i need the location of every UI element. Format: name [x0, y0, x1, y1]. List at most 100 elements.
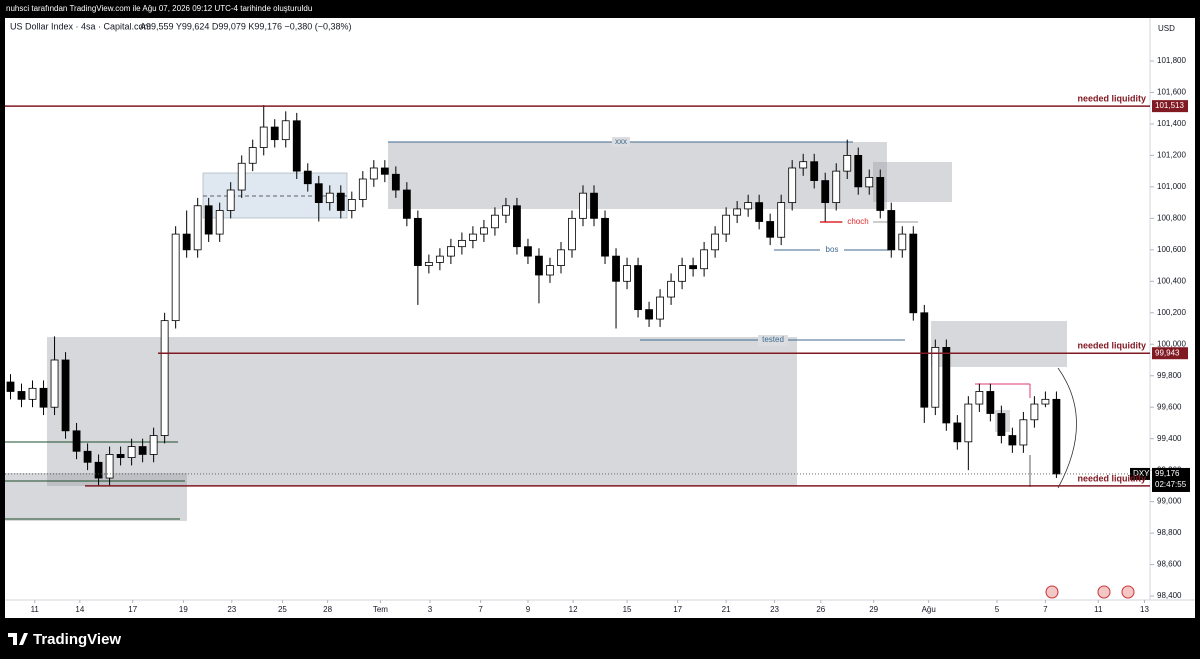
candle-body: [854, 154, 863, 188]
candle-body: [325, 192, 334, 204]
candle-body: [380, 167, 389, 175]
candle-body: [568, 217, 576, 251]
x-tick-label: Ağu: [922, 605, 936, 614]
zone: [202, 172, 348, 219]
candle-body: [292, 120, 301, 172]
candle-body: [986, 391, 995, 414]
candle-body: [920, 312, 929, 408]
x-tick-label: 28: [323, 605, 332, 614]
level-tag-label: 99,943: [1155, 348, 1180, 357]
candle-body: [171, 233, 180, 322]
level-text: needed liquidity: [1077, 341, 1146, 351]
label-bg: [612, 137, 630, 147]
candle-body: [270, 126, 279, 141]
candle-body: [876, 177, 885, 211]
x-tick-label: 15: [623, 605, 632, 614]
candle-body: [975, 391, 984, 405]
price-tag: [1152, 467, 1190, 492]
x-tick-label: 3: [428, 605, 433, 614]
candle-body: [832, 170, 841, 204]
candle-body: [457, 239, 466, 248]
candle-body: [953, 422, 962, 443]
candle-body: [105, 454, 114, 479]
x-tick-label: 11: [1094, 605, 1103, 614]
level-tag-label: 101,513: [1155, 101, 1184, 110]
candle-body: [336, 192, 345, 211]
chart-title: US Dollar Index · 4sa · Capital.com: [10, 21, 151, 31]
y-tick-label: 99,800: [1157, 371, 1182, 380]
x-tick-label: 23: [770, 605, 779, 614]
candle-body: [711, 233, 720, 251]
candle-body: [546, 265, 554, 276]
candle-body: [138, 446, 147, 455]
y-tick-label: 100,000: [1157, 339, 1186, 348]
x-tick-label: 23: [227, 605, 236, 614]
candle-body: [524, 246, 532, 257]
annotation: bos: [826, 245, 839, 254]
candle-body: [226, 189, 235, 211]
candle-body: [303, 170, 312, 185]
candle-body: [964, 403, 973, 443]
candle-body: [127, 446, 136, 458]
candle-body: [513, 205, 521, 248]
y-tick-label: 101,800: [1157, 56, 1186, 65]
events: [1045, 585, 1135, 599]
x-tick-label: 21: [722, 605, 731, 614]
label-bg: [758, 335, 788, 346]
candle-body: [590, 192, 598, 219]
candle-body: [83, 450, 92, 463]
price-tag-label: 99,176: [1155, 469, 1180, 478]
candle-body: [744, 202, 753, 210]
candle-body: [557, 249, 565, 266]
y-tick-label: 99,000: [1157, 497, 1182, 506]
candle-body: [645, 309, 653, 320]
candle-body: [700, 249, 709, 270]
candle-body: [116, 454, 125, 458]
zone: [5, 473, 187, 521]
candle-body: [535, 255, 543, 276]
label-bg: [843, 217, 873, 228]
candle-body: [843, 154, 852, 172]
candle-body: [424, 262, 433, 266]
level-text: needed liquidity: [1077, 94, 1146, 104]
x-tick-label: 5: [995, 605, 1000, 614]
candle-body: [391, 173, 400, 191]
zone: [47, 337, 797, 486]
event-icon: [1045, 585, 1059, 599]
y-tick-label: 98,400: [1157, 591, 1182, 600]
candle-body: [1052, 398, 1061, 475]
candle-body: [579, 192, 587, 219]
chart-area: [5, 18, 1195, 618]
y-tick-label: 98,800: [1157, 528, 1182, 537]
x-tick-label: 9: [526, 605, 531, 614]
candle-body: [678, 265, 686, 282]
candle-body: [94, 461, 103, 479]
candle-body: [1019, 419, 1028, 446]
zone: [931, 321, 1067, 367]
candle-body: [358, 178, 367, 200]
candle-body: [149, 435, 158, 455]
candle-body: [942, 347, 951, 424]
candle-body: [601, 217, 609, 257]
candle-body: [777, 202, 786, 238]
countdown: 02:47:55: [1155, 480, 1187, 489]
candle-body: [733, 208, 742, 216]
y-tick-label: 101,600: [1157, 88, 1186, 97]
x-tick-label: 17: [673, 605, 682, 614]
annotation: tested: [762, 335, 784, 344]
candle-body: [909, 233, 918, 314]
x-tick-label: 19: [179, 605, 188, 614]
y-tick-label: 101,000: [1157, 182, 1186, 191]
candle-body: [160, 320, 169, 436]
candle-body: [347, 199, 356, 211]
candle-body: [369, 167, 378, 180]
y-tick-label: 101,200: [1157, 151, 1186, 160]
candle-body: [931, 347, 940, 408]
candle-body: [50, 359, 59, 408]
candle-body: [667, 280, 675, 298]
candle-body: [413, 217, 422, 266]
x-tick-label: 7: [1043, 605, 1048, 614]
event-icon: [1097, 585, 1111, 599]
candle-body: [634, 265, 642, 311]
